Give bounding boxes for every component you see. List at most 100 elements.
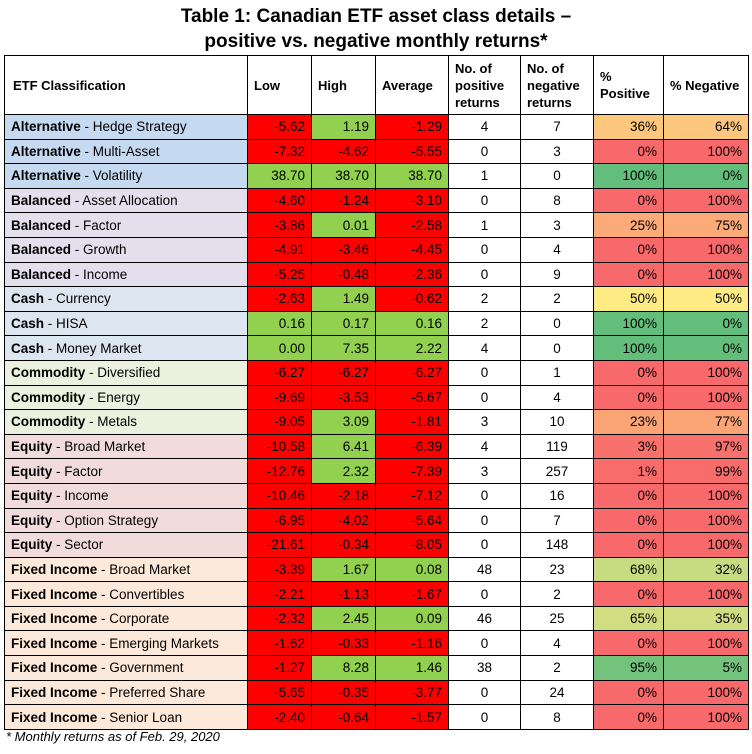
positive-count-cell: 2 <box>448 310 521 337</box>
positive-count-cell: 1 <box>448 163 521 189</box>
footnote: * Monthly returns as of Feb. 29, 2020 <box>6 729 220 744</box>
asset-class-subtype: - Option Strategy <box>52 512 159 528</box>
high-cell: 2.32 <box>311 458 376 484</box>
classification-cell: Cash - Money Market <box>4 335 248 361</box>
average-cell: -5.67 <box>375 384 449 411</box>
average-cell: -7.39 <box>375 458 449 484</box>
negative-count-cell: 23 <box>520 556 594 583</box>
asset-class-subtype: - Government <box>97 660 184 676</box>
classification-cell: Fixed Income - Convertibles <box>4 581 248 607</box>
low-cell: 38.70 <box>247 163 312 189</box>
header-high: High <box>311 55 376 115</box>
high-cell: 1.67 <box>311 556 376 583</box>
percent-positive-cell: 3% <box>593 433 664 460</box>
percent-negative-cell: 100% <box>663 236 749 263</box>
classification-cell: Fixed Income - Corporate <box>4 605 248 632</box>
classification-cell: Equity - Sector <box>4 532 248 558</box>
low-cell: -1.27 <box>247 655 312 681</box>
percent-negative-cell: 0% <box>663 335 749 361</box>
average-cell: -8.05 <box>375 532 449 558</box>
percent-positive-cell: 100% <box>593 310 664 337</box>
table-row: Fixed Income - Corporate -2.32 2.45 0.09 46 2… <box>4 605 749 632</box>
average-cell: -1.16 <box>375 630 449 657</box>
asset-class-group: Equity <box>11 512 53 528</box>
average-cell: 1.46 <box>375 655 449 681</box>
asset-class-group: Commodity <box>11 389 86 405</box>
classification-cell: Alternative - Multi-Asset <box>4 138 248 165</box>
classification-cell: Fixed Income - Preferred Share <box>4 679 248 706</box>
average-cell: 0.08 <box>375 556 449 583</box>
asset-class-subtype: - Income <box>52 488 109 504</box>
low-cell: -5.65 <box>247 679 312 706</box>
percent-positive-cell: 95% <box>593 655 664 681</box>
asset-class-subtype: - Growth <box>71 242 127 258</box>
table-row: Fixed Income - Emerging Markets -1.62 -0.3… <box>4 630 749 657</box>
asset-class-group: Equity <box>11 488 53 504</box>
asset-class-subtype: - Volatility <box>80 168 143 184</box>
asset-class-subtype: - Senior Loan <box>97 709 183 725</box>
high-cell: -1.13 <box>311 581 376 607</box>
table-row: Equity - Income -10.46 -2.18 -7.12 0 16 0% 100% <box>4 482 749 509</box>
percent-negative-cell: 0% <box>663 310 749 337</box>
asset-class-subtype: - Factor <box>52 463 103 479</box>
classification-cell: Balanced - Growth <box>4 236 248 263</box>
table-title-line-2: positive vs. negative monthly returns* <box>204 31 548 52</box>
table-row: Equity - Sector -21.61 -0.34 -8.05 0 148 0% 100… <box>4 532 749 558</box>
high-cell: 1.19 <box>311 114 376 140</box>
asset-class-group: Equity <box>11 537 53 553</box>
positive-count-cell: 0 <box>448 359 521 386</box>
low-cell: -21.61 <box>247 532 312 558</box>
low-cell: -7.32 <box>247 138 312 165</box>
percent-positive-cell: 0% <box>593 704 664 730</box>
high-cell: -4.02 <box>311 507 376 534</box>
high-cell: -0.35 <box>311 679 376 706</box>
table-row: Fixed Income - Broad Market -3.39 1.67 0.08… <box>4 556 749 583</box>
negative-count-cell: 3 <box>520 212 594 238</box>
header-average: Average <box>375 55 449 115</box>
negative-count-cell: 16 <box>520 482 594 509</box>
percent-negative-cell: 64% <box>663 114 749 140</box>
percent-negative-cell: 100% <box>663 384 749 411</box>
low-cell: -9.69 <box>247 384 312 411</box>
table-row: Commodity - Diversified -6.27 -6.27 -6.27 0 1… <box>4 359 749 386</box>
classification-cell: Alternative - Volatility <box>4 163 248 189</box>
table-row: Alternative - Volatility 38.70 38.70 38.70 1… <box>4 163 749 189</box>
positive-count-cell: 4 <box>448 114 521 140</box>
high-cell: 1.49 <box>311 286 376 312</box>
percent-negative-cell: 75% <box>663 212 749 238</box>
negative-count-cell: 257 <box>520 458 594 484</box>
asset-class-group: Alternative <box>11 143 81 159</box>
classification-cell: Equity - Option Strategy <box>4 507 248 534</box>
asset-class-subtype: - Diversified <box>85 365 161 381</box>
positive-count-cell: 48 <box>448 556 521 583</box>
negative-count-cell: 8 <box>520 187 594 214</box>
positive-count-cell: 0 <box>448 679 521 706</box>
low-cell: -5.25 <box>247 261 312 288</box>
percent-positive-cell: 65% <box>593 605 664 632</box>
asset-class-subtype: - Currency <box>44 291 111 307</box>
percent-negative-cell: 100% <box>663 138 749 165</box>
asset-class-subtype: - Preferred Share <box>97 684 206 700</box>
average-cell: 0.09 <box>375 605 449 632</box>
negative-count-cell: 119 <box>520 433 594 460</box>
asset-class-subtype: - Emerging Markets <box>97 635 219 651</box>
percent-negative-cell: 100% <box>663 630 749 657</box>
percent-positive-cell: 0% <box>593 630 664 657</box>
percent-negative-cell: 99% <box>663 458 749 484</box>
table-title-line-1: Table 1: Canadian ETF asset class detail… <box>180 6 572 27</box>
table-row: Fixed Income - Government -1.27 8.28 1.46 38… <box>4 655 749 681</box>
asset-class-group: Balanced <box>11 242 72 258</box>
classification-cell: Alternative - Hedge Strategy <box>4 114 248 140</box>
positive-count-cell: 3 <box>448 458 521 484</box>
asset-class-group: Fixed Income <box>11 684 98 700</box>
table-row: Commodity - Energy -9.69 -3.53 -5.67 0 4 0% 100… <box>4 384 749 411</box>
percent-positive-cell: 0% <box>593 532 664 558</box>
header-row: ETF Classification Low High Average No. … <box>4 55 749 115</box>
negative-count-cell: 7 <box>520 114 594 140</box>
low-cell: -12.76 <box>247 458 312 484</box>
table-row: Balanced - Growth -4.91 -3.46 -4.45 0 4 0% 100% <box>4 236 749 263</box>
percent-negative-cell: 100% <box>663 482 749 509</box>
percent-negative-cell: 35% <box>663 605 749 632</box>
asset-class-group: Commodity <box>11 365 86 381</box>
header-low: Low <box>247 55 312 115</box>
